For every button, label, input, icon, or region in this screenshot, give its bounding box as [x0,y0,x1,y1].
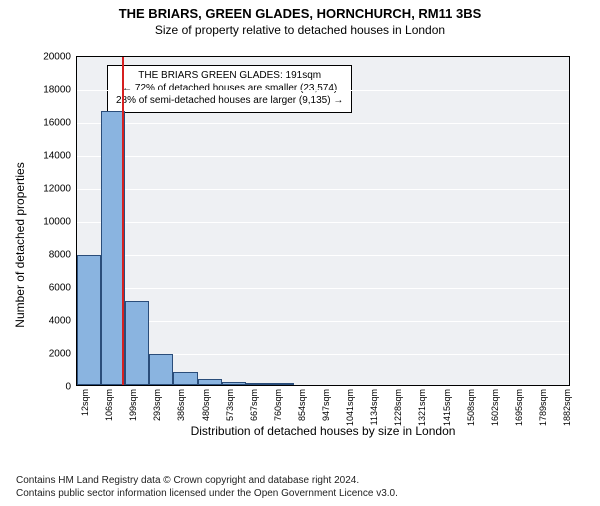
chart-container: Number of detached properties THE BRIARS… [38,50,578,440]
x-tick-label: 667sqm [249,389,259,421]
x-tick-label: 1602sqm [490,389,500,426]
x-tick-label: 854sqm [297,389,307,421]
x-tick-label: 1134sqm [369,389,379,425]
histogram-bar [222,382,246,385]
x-tick-label: 1321sqm [417,389,427,426]
gridline [77,156,569,157]
y-tick-label: 2000 [49,349,71,360]
histogram-bar [77,255,101,385]
x-tick-label: 12sqm [80,389,90,416]
annotation-line: THE BRIARS GREEN GLADES: 191sqm [116,70,343,83]
x-tick-label: 199sqm [128,389,138,421]
plot-area: THE BRIARS GREEN GLADES: 191sqm ← 72% of… [76,56,570,386]
annotation-line: 28% of semi-detached houses are larger (… [116,95,343,108]
x-tick-label: 1882sqm [562,389,572,426]
gridline [77,255,569,256]
y-tick-label: 0 [65,382,71,393]
gridline [77,123,569,124]
page-title-line2: Size of property relative to detached ho… [0,23,600,37]
x-tick-label: 1228sqm [393,389,403,426]
histogram-bar [270,383,294,385]
histogram-bar [125,301,149,385]
marker-line [122,57,124,385]
histogram-bar [246,383,270,385]
page-title-line1: THE BRIARS, GREEN GLADES, HORNCHURCH, RM… [0,6,600,21]
x-tick-label: 1789sqm [538,389,548,426]
x-tick-label: 293sqm [152,389,162,421]
x-tick-label: 480sqm [201,389,211,421]
x-tick-label: 1041sqm [345,389,355,426]
attribution-line: Contains public sector information licen… [16,488,398,501]
gridline [77,222,569,223]
marker-annotation-box: THE BRIARS GREEN GLADES: 191sqm ← 72% of… [107,65,352,113]
x-tick-label: 1415sqm [442,389,452,426]
y-tick-label: 8000 [49,250,71,261]
y-tick-label: 20000 [43,52,71,63]
gridline [77,189,569,190]
x-axis-label: Distribution of detached houses by size … [191,424,456,438]
gridline [77,321,569,322]
x-tick-label: 573sqm [225,389,235,421]
histogram-bar [149,354,173,385]
attribution-line: Contains HM Land Registry data © Crown c… [16,475,398,488]
x-tick-label: 386sqm [176,389,186,421]
y-tick-label: 14000 [43,151,71,162]
y-axis-label: Number of detached properties [13,162,27,327]
gridline [77,288,569,289]
x-tick-label: 947sqm [321,389,331,421]
gridline [77,90,569,91]
y-tick-label: 6000 [49,283,71,294]
x-tick-label: 760sqm [273,389,283,421]
y-tick-label: 10000 [43,217,71,228]
x-tick-label: 1508sqm [466,389,476,426]
attribution-block: Contains HM Land Registry data © Crown c… [16,475,398,500]
annotation-line: ← 72% of detached houses are smaller (23… [116,83,343,96]
histogram-bar [198,379,222,385]
y-tick-label: 18000 [43,85,71,96]
x-tick-label: 106sqm [104,389,114,421]
y-tick-label: 16000 [43,118,71,129]
y-tick-label: 4000 [49,316,71,327]
histogram-bar [173,372,197,385]
y-tick-label: 12000 [43,184,71,195]
x-tick-label: 1695sqm [514,389,524,426]
